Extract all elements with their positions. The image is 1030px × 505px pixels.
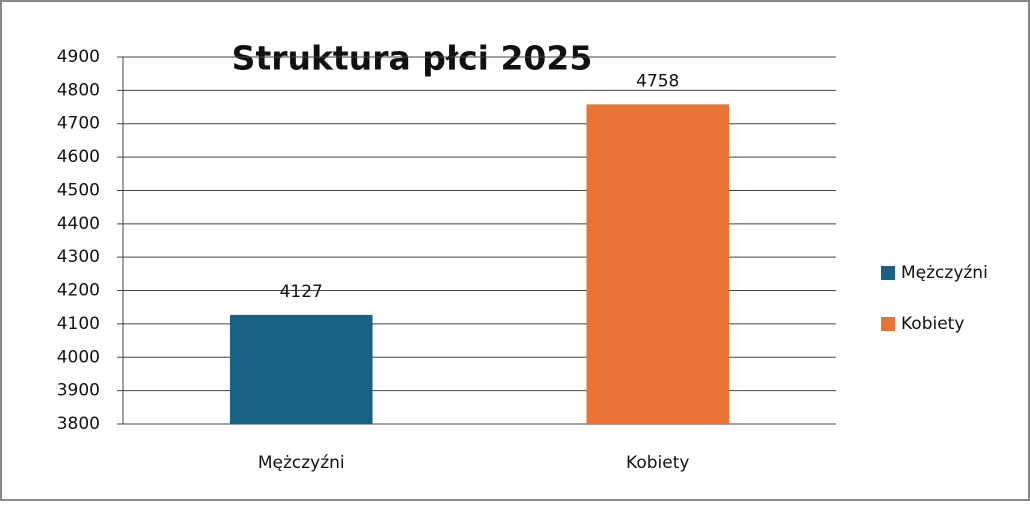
y-tick-label: 4400	[57, 214, 100, 234]
legend-label: Kobiety	[901, 314, 964, 334]
data-label: 4127	[280, 282, 323, 302]
data-label: 4758	[636, 71, 679, 91]
y-tick-label: 4900	[57, 47, 100, 67]
x-tick-label: Kobiety	[626, 453, 689, 473]
bar	[229, 314, 373, 424]
bar	[586, 104, 730, 424]
legend-swatch	[881, 266, 895, 280]
y-tick-label: 4300	[57, 247, 100, 267]
chart-title: Struktura płci 2025	[232, 39, 593, 78]
x-tick-label: Mężczyźni	[258, 453, 345, 473]
y-tick-label: 4700	[57, 114, 100, 134]
y-tick-label: 4500	[57, 180, 100, 200]
y-tick-label: 4100	[57, 314, 100, 334]
y-tick-label: 4000	[57, 347, 100, 367]
y-tick-label: 4200	[57, 281, 100, 301]
legend-label: Mężczyźni	[901, 263, 988, 283]
y-tick-label: 3900	[57, 381, 100, 401]
y-tick-label: 4600	[57, 147, 100, 167]
y-tick-label: 3800	[57, 414, 100, 434]
legend-swatch	[881, 317, 895, 331]
y-tick-label: 4800	[57, 80, 100, 100]
